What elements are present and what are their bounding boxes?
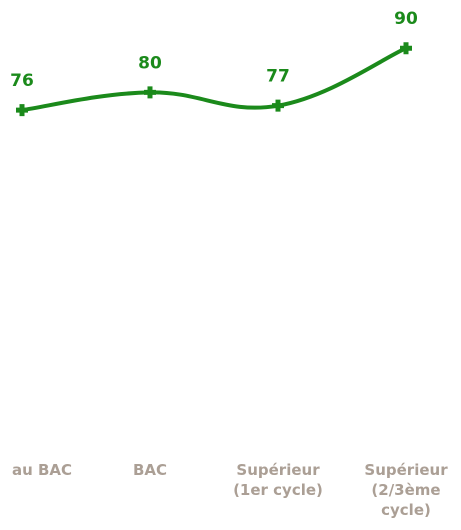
data-label: 80 [138, 53, 162, 73]
marker [16, 104, 28, 117]
data-label: 76 [10, 71, 34, 91]
line [20, 46, 408, 113]
x-tick-label: Supérieur (2/3ème cycle) [364, 461, 448, 519]
marker [400, 42, 412, 55]
x-tick-label: BAC [132, 461, 168, 479]
x-tick-label: Supérieur (1er cycle) [233, 461, 323, 499]
marker [272, 99, 284, 112]
marker [144, 86, 156, 99]
data-label: 77 [266, 67, 290, 87]
data-label: 90 [394, 9, 418, 29]
x-tick-label: au BAC [11, 461, 73, 479]
